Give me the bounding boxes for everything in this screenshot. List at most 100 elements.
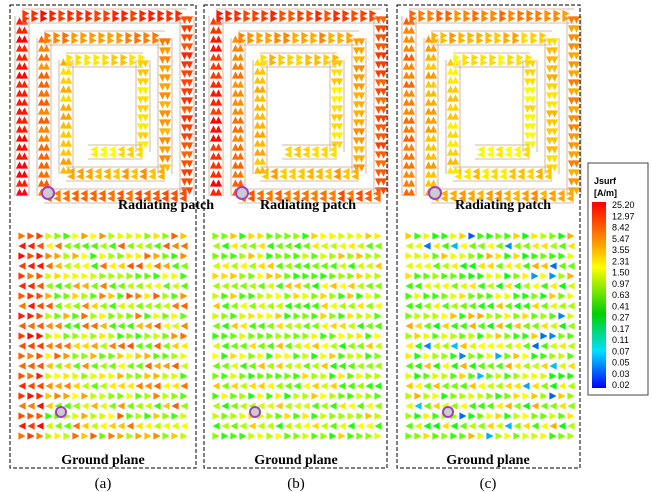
arrow [477, 382, 484, 389]
arrow [266, 272, 273, 279]
arrow [468, 242, 475, 249]
arrow [374, 422, 381, 429]
arrow [432, 342, 439, 349]
arrow [375, 169, 382, 176]
arrow [102, 59, 109, 66]
arrow [239, 342, 246, 349]
arrow [423, 252, 430, 259]
arrow [266, 232, 273, 239]
arrow [108, 392, 115, 399]
arrow [135, 252, 142, 259]
arrow [135, 432, 142, 439]
arrow [365, 242, 372, 249]
arrow [180, 332, 187, 339]
arrow [535, 15, 542, 22]
arrow [76, 168, 83, 175]
arrow [486, 432, 493, 439]
arrow [311, 146, 318, 153]
arrow [212, 392, 219, 399]
arrow [302, 232, 309, 239]
arrow [503, 190, 510, 197]
arrow [81, 302, 88, 309]
arrow [375, 142, 382, 149]
arrow [454, 15, 461, 22]
arrow [283, 37, 290, 44]
arrow [239, 362, 246, 369]
arrow [405, 282, 412, 289]
arrow [99, 412, 106, 419]
arrow [365, 392, 372, 399]
arrow [365, 332, 372, 339]
arrow [374, 232, 381, 239]
arrow [347, 272, 354, 279]
arrow [171, 322, 178, 329]
arrow [230, 352, 237, 359]
arrow [405, 332, 412, 339]
arrow [63, 302, 70, 309]
arrow [477, 422, 484, 429]
arrow [558, 302, 565, 309]
arrow [531, 272, 538, 279]
ground-label: Ground plane [254, 453, 337, 468]
arrow [495, 232, 502, 239]
arrow [221, 272, 228, 279]
arrow [418, 15, 425, 22]
arrow [171, 392, 178, 399]
feed-port [236, 187, 248, 199]
arrow [365, 382, 372, 389]
arrow [430, 80, 437, 87]
arrow [293, 422, 300, 429]
arrow [293, 392, 300, 399]
arrow [135, 262, 142, 269]
arrow [117, 402, 124, 409]
arrow [430, 44, 437, 51]
arrow [522, 232, 529, 239]
arrow [159, 155, 166, 162]
arrow [311, 292, 318, 299]
arrow [524, 114, 531, 121]
arrow [54, 432, 61, 439]
arrow [513, 352, 520, 359]
arrow [548, 190, 555, 197]
arrow [36, 362, 43, 369]
arrow [432, 392, 439, 399]
arrow [81, 382, 88, 389]
arrow [18, 332, 25, 339]
arrow [338, 282, 345, 289]
arrow [58, 15, 65, 22]
arrow [284, 382, 291, 389]
arrow [504, 252, 511, 259]
arrow [495, 242, 502, 249]
arrow [546, 101, 553, 108]
arrow [135, 352, 142, 359]
arrow [459, 232, 466, 239]
arrow [567, 432, 574, 439]
arrow [36, 292, 43, 299]
arrow [432, 322, 439, 329]
arrow [549, 372, 556, 379]
arrow [329, 372, 336, 379]
arrow [180, 272, 187, 279]
arrow [504, 412, 511, 419]
arrow [347, 322, 354, 329]
arrow [531, 282, 538, 289]
colorbar-tick-label: 8.42 [612, 223, 630, 233]
arrow [27, 382, 34, 389]
arrow [103, 168, 110, 175]
arrow [137, 78, 144, 85]
arrow [353, 74, 360, 81]
arrow [311, 262, 318, 269]
arrow [423, 412, 430, 419]
arrow [477, 146, 484, 153]
arrow [181, 43, 188, 50]
arrow [108, 262, 115, 269]
arrow [126, 262, 133, 269]
arrow [356, 382, 363, 389]
arrow [414, 372, 421, 379]
arrow [468, 352, 475, 359]
arrow [284, 362, 291, 369]
arrow [468, 282, 475, 289]
arrow [152, 37, 159, 44]
arrow [54, 282, 61, 289]
arrow [423, 362, 430, 369]
